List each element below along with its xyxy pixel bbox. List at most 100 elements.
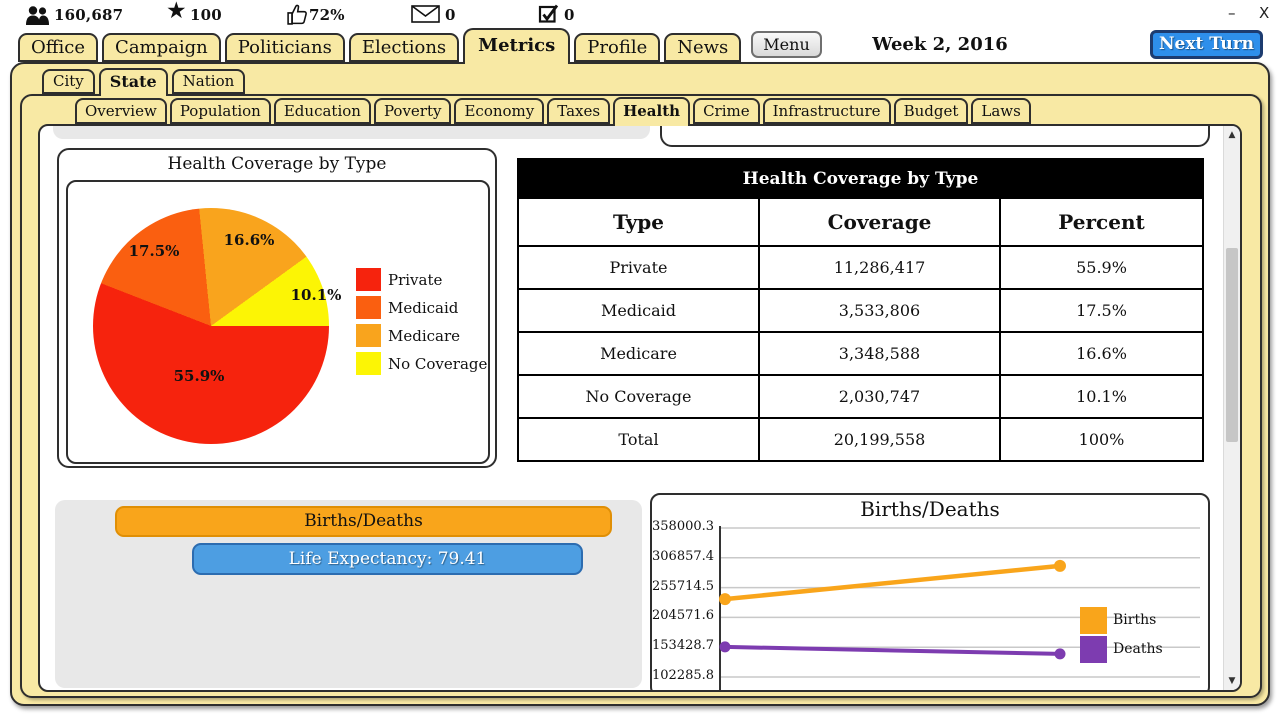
tab-budget[interactable]: Budget [894, 98, 969, 124]
col-header-coverage: Coverage [759, 198, 1000, 246]
cell-coverage: 3,348,588 [759, 332, 1000, 375]
pie-slice-label-private: 55.9% [174, 367, 225, 385]
star-icon: ★ [166, 0, 187, 22]
tab-population[interactable]: Population [170, 98, 271, 124]
cell-percent: 55.9% [1000, 246, 1203, 289]
cell-type: Private [518, 246, 759, 289]
cell-type: No Coverage [518, 375, 759, 418]
pie-chart-panel: Health Coverage by Type 55.9% 17.5% 16.6… [57, 148, 497, 468]
tab-state[interactable]: State [99, 68, 168, 96]
legend-label-births: Births [1113, 612, 1156, 628]
cell-type: Medicaid [518, 289, 759, 332]
cell-type: Medicare [518, 332, 759, 375]
tab-profile[interactable]: Profile [574, 33, 660, 62]
cell-coverage: 20,199,558 [759, 418, 1000, 461]
series-line-0 [725, 566, 1060, 599]
scrollbar-thumb[interactable] [1226, 248, 1238, 442]
tab-laws[interactable]: Laws [971, 98, 1030, 124]
cell-percent: 10.1% [1000, 375, 1203, 418]
game-date: Week 2, 2016 [820, 34, 1060, 55]
scroll-up-arrow[interactable]: ▲ [1224, 130, 1240, 140]
main-tab-bar: Office Campaign Politicians Elections Me… [18, 28, 822, 64]
scroll-down-arrow[interactable]: ▼ [1224, 676, 1240, 686]
tab-news[interactable]: News [664, 33, 741, 62]
table-row: No Coverage 2,030,747 10.1% [518, 375, 1203, 418]
cell-percent: 17.5% [1000, 289, 1203, 332]
tab-crime[interactable]: Crime [693, 98, 760, 124]
table-row: Total 20,199,558 100% [518, 418, 1203, 461]
tab-politicians[interactable]: Politicians [225, 33, 345, 62]
cell-coverage: 2,030,747 [759, 375, 1000, 418]
pie-slice-label-medicaid: 17.5% [129, 242, 180, 260]
legend-swatch-private [356, 268, 381, 291]
region-tab-bar: City State Nation [42, 68, 249, 96]
tab-campaign[interactable]: Campaign [102, 33, 221, 62]
table-row: Medicare 3,348,588 16.6% [518, 332, 1203, 375]
tab-education[interactable]: Education [274, 98, 371, 124]
life-expectancy-button[interactable]: Life Expectancy: 79.41 [192, 543, 583, 575]
thumbs-up-icon [286, 3, 309, 30]
pie-chart-box: 55.9% 17.5% 16.6% 10.1% Private Medicaid [66, 180, 490, 464]
menu-button[interactable]: Menu [751, 31, 821, 58]
line-chart-title: Births/Deaths [652, 497, 1208, 521]
table-row: Medicaid 3,533,806 17.5% [518, 289, 1203, 332]
line-legend-births: Births [1080, 607, 1156, 634]
legend-swatch-no-coverage [356, 352, 381, 375]
col-header-type: Type [518, 198, 759, 246]
cell-percent: 100% [1000, 418, 1203, 461]
legend-swatch-medicare [356, 324, 381, 347]
table-row: Private 11,286,417 55.9% [518, 246, 1203, 289]
coverage-table: Health Coverage by Type Type Coverage Pe… [517, 158, 1204, 462]
scrolled-panel-remnant-left [53, 124, 650, 139]
table-title: Health Coverage by Type [518, 159, 1203, 198]
col-header-percent: Percent [1000, 198, 1203, 246]
tab-taxes[interactable]: Taxes [547, 98, 610, 124]
legend-item: Medicare [356, 324, 487, 347]
approval-value: 72% [309, 6, 345, 24]
tab-infrastructure[interactable]: Infrastructure [763, 98, 891, 124]
births-deaths-button[interactable]: Births/Deaths [115, 506, 612, 537]
vertical-scrollbar[interactable]: ▲ ▼ [1223, 126, 1240, 690]
line-legend-deaths: Deaths [1080, 636, 1163, 663]
legend-swatch-births [1080, 607, 1107, 634]
close-button[interactable]: X [1259, 4, 1269, 22]
line-chart-panel: Births/Deaths 358000.3 306857.4 255714.5… [650, 493, 1210, 692]
tab-metrics[interactable]: Metrics [463, 28, 570, 64]
cell-type: Total [518, 418, 759, 461]
series-dot-1-1 [1055, 648, 1066, 659]
pie-slice-label-medicare: 16.6% [224, 231, 275, 249]
cell-percent: 16.6% [1000, 332, 1203, 375]
metric-tab-bar: Overview Population Education Poverty Ec… [75, 97, 1034, 126]
tasks-value: 0 [564, 6, 575, 24]
game-window: 160,687 ★ 100 72% 0 0 – X Office Campaig… [0, 0, 1280, 720]
cell-coverage: 11,286,417 [759, 246, 1000, 289]
series-dot-0-1 [1054, 560, 1066, 572]
series-dot-0-0 [719, 593, 731, 605]
tab-city[interactable]: City [42, 69, 95, 94]
legend-label-medicaid: Medicaid [388, 299, 458, 317]
pie-slice-label-no-coverage: 10.1% [291, 286, 342, 304]
minimize-button[interactable]: – [1228, 4, 1236, 22]
cell-coverage: 3,533,806 [759, 289, 1000, 332]
population-value: 160,687 [54, 6, 123, 24]
messages-value: 0 [445, 6, 456, 24]
health-content-panel: Health Coverage by Type 55.9% 17.5% 16.6… [38, 124, 1242, 692]
tab-office[interactable]: Office [18, 33, 98, 62]
scrolled-panel-remnant-right [660, 124, 1210, 147]
next-turn-button[interactable]: Next Turn [1150, 30, 1263, 59]
legend-label-no-coverage: No Coverage [388, 355, 487, 373]
tab-poverty[interactable]: Poverty [374, 98, 452, 124]
tab-health[interactable]: Health [613, 97, 690, 126]
tab-overview[interactable]: Overview [75, 98, 167, 124]
series-line-1 [725, 647, 1060, 654]
legend-label-deaths: Deaths [1113, 641, 1163, 657]
legend-item: Medicaid [356, 296, 487, 319]
series-dot-1-0 [720, 641, 731, 652]
legend-item: Private [356, 268, 487, 291]
tab-elections[interactable]: Elections [349, 33, 459, 62]
legend-swatch-deaths [1080, 636, 1107, 663]
tab-nation[interactable]: Nation [172, 69, 246, 94]
tab-economy[interactable]: Economy [454, 98, 544, 124]
legend-item: No Coverage [356, 352, 487, 375]
legend-label-medicare: Medicare [388, 327, 460, 345]
